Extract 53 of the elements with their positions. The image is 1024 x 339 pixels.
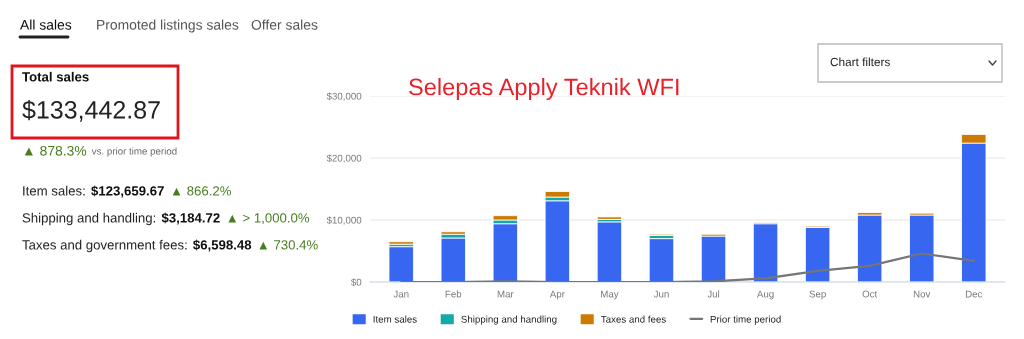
x-tick-label: Jul: [707, 290, 720, 298]
x-tick-label: Jun: [653, 290, 669, 298]
text: Chart filters: [830, 57, 890, 67]
text: All sales: [20, 19, 72, 30]
legend-label: Prior time period: [710, 315, 781, 325]
x-tick-label: Sep: [809, 290, 826, 300]
text: $6,598.48: [193, 239, 252, 252]
text: Taxes and government fees:: [22, 239, 187, 253]
bar: [752, 223, 779, 282]
x-tick-label: Mar: [497, 290, 514, 298]
bar: [492, 223, 518, 282]
x-tick-label: Dec: [965, 290, 983, 298]
text: ▲ 730.4%: [259, 240, 318, 250]
text: Offer sales: [251, 19, 318, 30]
legend-label: Item sales: [373, 315, 417, 323]
x-tick-label: Oct: [862, 290, 878, 298]
text: $3,184.72: [161, 212, 220, 225]
x-tick-label: Aug: [756, 290, 774, 300]
x-tick-label: Apr: [549, 290, 565, 300]
bar: [596, 221, 623, 282]
line-series: [400, 252, 975, 282]
bar: [909, 214, 935, 282]
y-tick-label: $20,000: [326, 154, 362, 163]
x-tick-label: Feb: [445, 290, 462, 298]
y-tick-label: $0: [350, 278, 362, 287]
legend-label: Taxes and fees: [601, 315, 666, 323]
bar: [700, 235, 727, 282]
text: vs. prior time period: [91, 147, 177, 157]
text: $123,659.67: [91, 185, 164, 198]
bar: [492, 215, 518, 221]
bar: [388, 246, 414, 282]
text: Promoted listings sales: [97, 19, 239, 33]
text: ▲ 866.2%: [172, 186, 232, 196]
text: Total sales: [22, 71, 89, 82]
text: Shipping and handling:: [22, 212, 156, 226]
bar: [857, 214, 883, 282]
y-tick-label: $30,000: [326, 92, 362, 101]
x-tick-label: Jan: [393, 290, 409, 298]
text: ▲ > 1,000.0%: [228, 213, 310, 225]
bar: [440, 231, 466, 235]
x-tick-label: Nov: [913, 290, 931, 298]
bar: [440, 237, 466, 282]
text: $133,442.87: [22, 99, 160, 122]
legend-label: Shipping and handling: [461, 315, 557, 325]
x-tick-label: May: [601, 290, 619, 300]
annotation: Selepas Apply Teknik WFI: [409, 78, 679, 101]
bar: [648, 238, 675, 282]
bar: [544, 200, 571, 282]
y-tick-label: $10,000: [326, 216, 362, 225]
text: ▲ 878.3%: [24, 145, 87, 156]
text: Item sales:: [23, 185, 85, 196]
bar: [544, 191, 571, 198]
bar: [804, 227, 831, 282]
